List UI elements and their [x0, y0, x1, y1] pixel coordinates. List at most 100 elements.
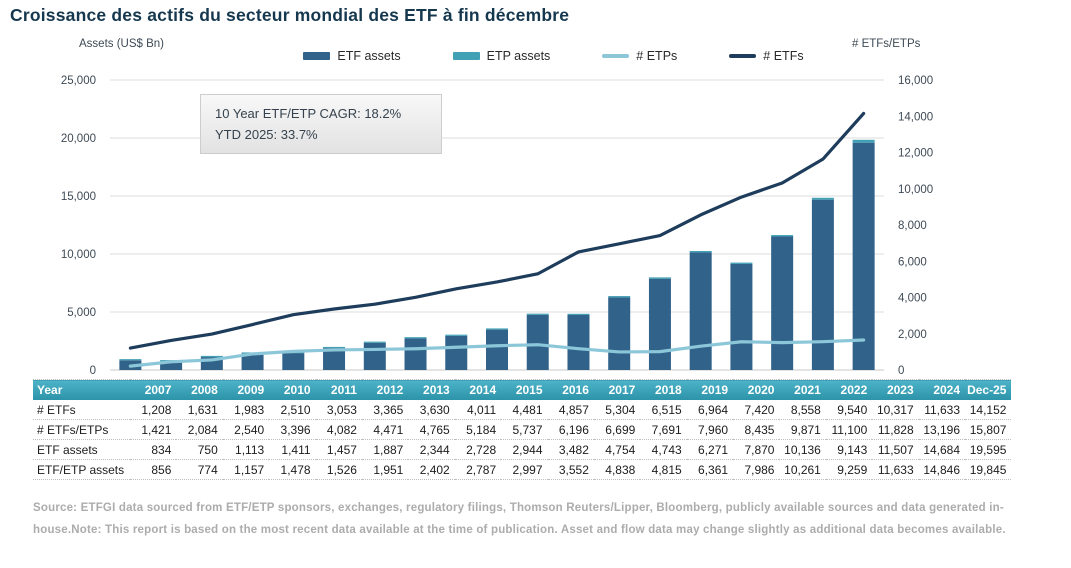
table-cell: 856 [130, 459, 177, 480]
bar-etp-assets [689, 250, 712, 253]
bar-etf-assets [282, 353, 305, 370]
table-cell: 1,631 [176, 400, 223, 420]
table-cell: 10,261 [779, 459, 826, 480]
table-header-2020: 2020 [733, 379, 780, 400]
table-cell: 1,526 [315, 459, 362, 480]
bar-etf-assets [486, 329, 508, 370]
table-cell: 6,699 [593, 419, 641, 440]
table-cell: 10,136 [779, 439, 826, 460]
table-cell: 5,304 [593, 400, 641, 420]
table-cell: 4,082 [315, 419, 362, 440]
table-header-2010: 2010 [269, 379, 316, 400]
table-cell: 4,481 [501, 400, 548, 420]
legend-label: ETF assets [337, 49, 401, 63]
bar-etf-assets [608, 297, 631, 370]
table-cell: 13,196 [918, 419, 966, 440]
table-cell: 4,857 [547, 400, 594, 420]
cagr-line: 10 Year ETF/ETP CAGR: 18.2% [215, 106, 402, 121]
table-cell: 14,152 [965, 400, 1012, 420]
table-cell: 3,482 [547, 439, 594, 460]
table-row-label: # ETFs/ETPs [33, 419, 130, 440]
page-title: Croissance des actifs du secteur mondial… [10, 5, 570, 25]
bar-etp-assets [200, 355, 223, 358]
chart-legend: ETF assets ETP assets # ETPs # ETFs [0, 49, 1071, 63]
table-cell: 6,196 [547, 419, 594, 440]
table-cell: 3,053 [315, 400, 362, 420]
table-header-2008: 2008 [176, 379, 223, 400]
line-etps [128, 338, 866, 368]
table-header-2016: 2016 [547, 379, 594, 400]
table-header-year: Year [33, 379, 130, 400]
table-cell: 4,471 [361, 419, 409, 440]
table-cell: 1,983 [222, 400, 270, 420]
table-cell: 9,143 [825, 439, 873, 460]
table-cell: 19,845 [965, 459, 1012, 480]
table-cell: 3,396 [269, 419, 316, 440]
source-note: Source: ETFGI data sourced from ETF/ETP … [33, 502, 1006, 536]
left-axis-tick: 0 [90, 365, 96, 376]
table-cell: 1,457 [315, 439, 362, 460]
table-header-2009: 2009 [222, 379, 270, 400]
bar-etf-assets [323, 348, 346, 370]
table-cell: 3,365 [361, 400, 409, 420]
table-row-label: ETF assets [33, 439, 130, 460]
table-header-2024: 2024 [918, 379, 966, 400]
bar-etf-assets [567, 314, 590, 370]
table-header-2013: 2013 [408, 379, 455, 400]
cagr-annotation: 10 Year ETF/ETP CAGR: 18.2% YTD 2025: 33… [200, 94, 442, 154]
table-cell: 774 [176, 459, 223, 480]
table-header-2007: 2007 [130, 379, 177, 400]
table-cell: 2,510 [269, 400, 316, 420]
table-cell: 4,011 [454, 400, 502, 420]
table-cell: 14,846 [918, 459, 966, 480]
table-cell: 7,986 [733, 459, 780, 480]
table-cell: 9,259 [825, 459, 873, 480]
table-cell: 9,540 [825, 400, 873, 420]
bar-etp-assets [445, 334, 468, 336]
table-cell: 4,754 [593, 439, 641, 460]
bar-etp-assets [567, 313, 590, 315]
table-cell: 1,113 [222, 439, 270, 460]
table-cell: 3,630 [408, 400, 455, 420]
table-cell: 8,435 [733, 419, 780, 440]
table-cell: 7,870 [733, 439, 780, 460]
left-axis-tick: 20,000 [61, 133, 96, 145]
table-cell: 2,540 [222, 419, 270, 440]
table-cell: 2,728 [454, 439, 502, 460]
ytd-line: YTD 2025: 33.7% [215, 127, 318, 142]
bar-etp-assets [526, 313, 549, 315]
table-cell: 1,951 [361, 459, 409, 480]
bar-etf-assets [689, 252, 712, 370]
bar-etp-assets [852, 139, 875, 143]
table-cell: 6,271 [686, 439, 734, 460]
left-axis-tick: 15,000 [61, 191, 96, 203]
bar-etf-assets [445, 335, 468, 370]
bar-etf-assets [648, 278, 671, 370]
table-cell: 2,344 [408, 439, 455, 460]
bar-etp-assets [771, 235, 794, 237]
table-cell: 7,691 [640, 419, 687, 440]
table-header-2011: 2011 [315, 379, 362, 400]
table-cell: 11,100 [825, 419, 873, 440]
legend-swatch-icon [452, 52, 480, 60]
left-axis-tick: 5,000 [67, 307, 96, 319]
bar-etf-assets [730, 263, 753, 370]
table-header-2017: 2017 [593, 379, 641, 400]
bar-etf-assets [160, 361, 183, 370]
table-cell: 1,157 [222, 459, 270, 480]
table-cell: 8,558 [779, 400, 826, 420]
right-axis-tick: 0 [898, 365, 904, 376]
table-cell: 14,684 [918, 439, 966, 460]
table-cell: 7,420 [733, 400, 780, 420]
bar-etp-assets [119, 359, 142, 361]
bar-etf-assets [404, 338, 427, 370]
table-cell: 15,807 [965, 419, 1012, 440]
table-row-label: # ETFs [33, 400, 130, 420]
table-cell: 834 [130, 439, 177, 460]
table-cell: 1,887 [361, 439, 409, 460]
table-cell: 10,317 [872, 400, 919, 420]
table-cell: 4,743 [640, 439, 687, 460]
table-cell: 2,084 [176, 419, 223, 440]
bar-etf-assets [526, 314, 549, 370]
table-cell: 11,507 [872, 439, 919, 460]
